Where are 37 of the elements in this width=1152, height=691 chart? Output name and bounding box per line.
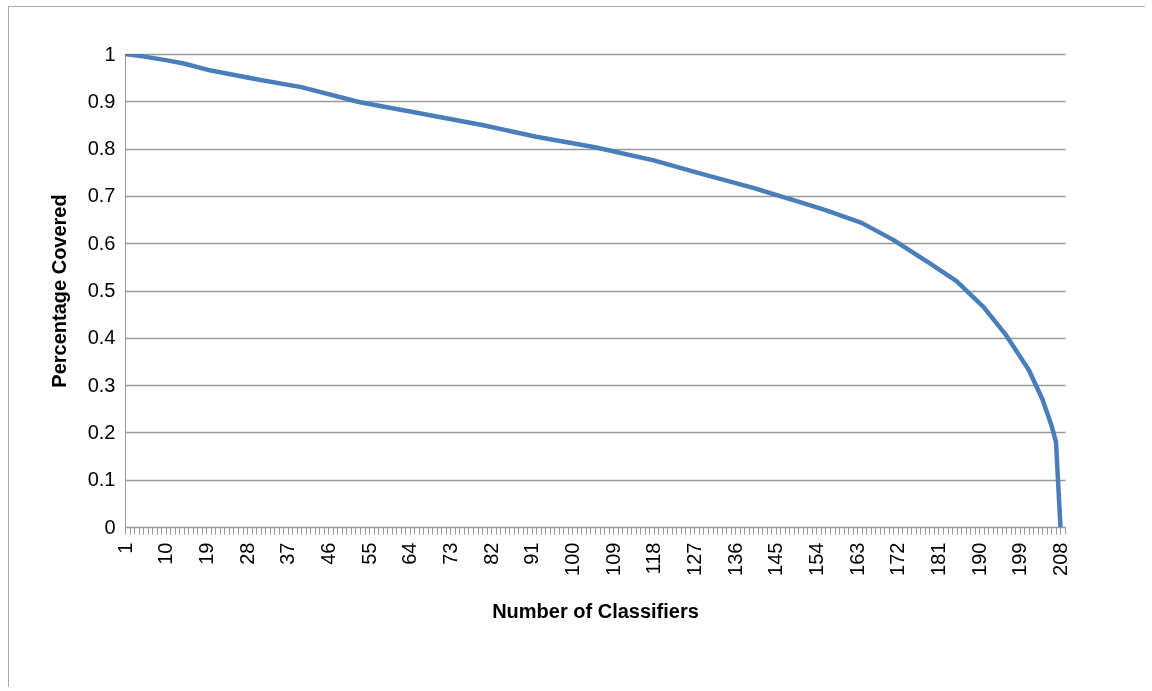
y-tick-label: 0.1 <box>87 468 116 491</box>
x-tick-label: 190 <box>967 542 990 576</box>
x-tick-label: 64 <box>398 542 421 565</box>
x-tick-label: 73 <box>438 542 461 565</box>
x-tick-label: 55 <box>357 542 380 565</box>
x-axis-title: Number of Classifiers <box>492 599 699 622</box>
x-tick-label: 37 <box>276 542 299 565</box>
y-tick-label: 0.5 <box>87 279 116 301</box>
y-tick-label: 0.8 <box>87 137 116 160</box>
x-tick-label: 109 <box>601 542 624 576</box>
x-tick-label: 28 <box>235 542 258 565</box>
x-tick-label: 82 <box>479 542 502 565</box>
x-tick-label: 10 <box>154 542 177 565</box>
x-tick-label: 100 <box>560 542 583 576</box>
x-tick-label: 136 <box>723 542 746 576</box>
y-tick-label: 1 <box>104 42 116 65</box>
y-tick-label: 0.3 <box>87 373 116 396</box>
x-tick-label: 163 <box>845 542 868 576</box>
x-tick-label: 91 <box>520 542 543 565</box>
x-tick-label: 19 <box>194 542 217 565</box>
x-tick-label: 46 <box>316 542 339 565</box>
y-tick-label: 0.6 <box>87 231 116 254</box>
y-tick-label: 0.7 <box>87 184 116 207</box>
x-tick-label: 208 <box>1048 542 1071 576</box>
x-tick-label: 1 <box>113 542 136 554</box>
y-tick-label: 0.9 <box>87 89 116 112</box>
x-tick-label: 118 <box>642 542 665 575</box>
x-tick-label: 154 <box>804 542 827 576</box>
y-axis-title: Percentage Covered <box>47 194 70 388</box>
x-tick-label: 172 <box>886 542 909 576</box>
x-tick-label: 127 <box>682 542 705 576</box>
x-tick-label: 199 <box>1008 542 1031 576</box>
x-tick-label: 145 <box>764 542 787 576</box>
y-tick-label: 0.2 <box>87 420 116 443</box>
y-tick-label: 0.4 <box>87 326 116 349</box>
y-tick-label: 0 <box>104 515 116 538</box>
x-tick-label: 181 <box>926 542 949 576</box>
